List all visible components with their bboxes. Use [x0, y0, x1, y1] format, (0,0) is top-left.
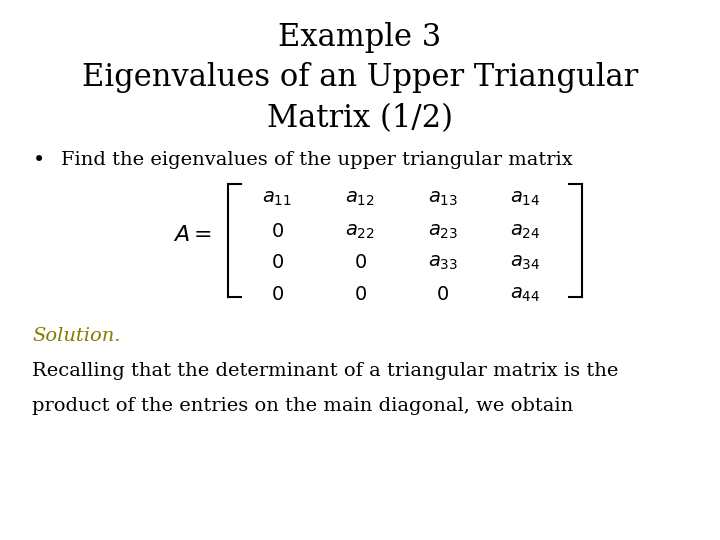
Text: $a_{13}$: $a_{13}$	[428, 189, 458, 208]
Text: Solution.: Solution.	[32, 327, 121, 345]
Text: $a_{44}$: $a_{44}$	[510, 285, 541, 304]
Text: $0$: $0$	[436, 285, 449, 304]
Text: Recalling that the determinant of a triangular matrix is the: Recalling that the determinant of a tria…	[32, 362, 618, 380]
Text: $0$: $0$	[271, 253, 284, 273]
Text: $a_{34}$: $a_{34}$	[510, 253, 541, 273]
Text: $a_{14}$: $a_{14}$	[510, 189, 541, 208]
Text: $a_{24}$: $a_{24}$	[510, 221, 541, 241]
Text: product of the entries on the main diagonal, we obtain: product of the entries on the main diago…	[32, 397, 574, 415]
Text: $0$: $0$	[271, 221, 284, 241]
Text: $A =$: $A =$	[174, 225, 212, 245]
Text: Find the eigenvalues of the upper triangular matrix: Find the eigenvalues of the upper triang…	[61, 151, 573, 169]
Text: Eigenvalues of an Upper Triangular: Eigenvalues of an Upper Triangular	[82, 62, 638, 93]
Text: $a_{12}$: $a_{12}$	[345, 189, 375, 208]
Text: Matrix (1/2): Matrix (1/2)	[267, 103, 453, 133]
Text: $a_{33}$: $a_{33}$	[428, 253, 458, 273]
Text: $a_{11}$: $a_{11}$	[262, 189, 292, 208]
Text: $0$: $0$	[354, 285, 366, 304]
Text: Example 3: Example 3	[279, 22, 441, 52]
Text: $0$: $0$	[354, 253, 366, 273]
Text: $a_{23}$: $a_{23}$	[428, 221, 458, 241]
Text: •: •	[32, 151, 45, 170]
Text: $0$: $0$	[271, 285, 284, 304]
Text: $a_{22}$: $a_{22}$	[345, 221, 375, 241]
